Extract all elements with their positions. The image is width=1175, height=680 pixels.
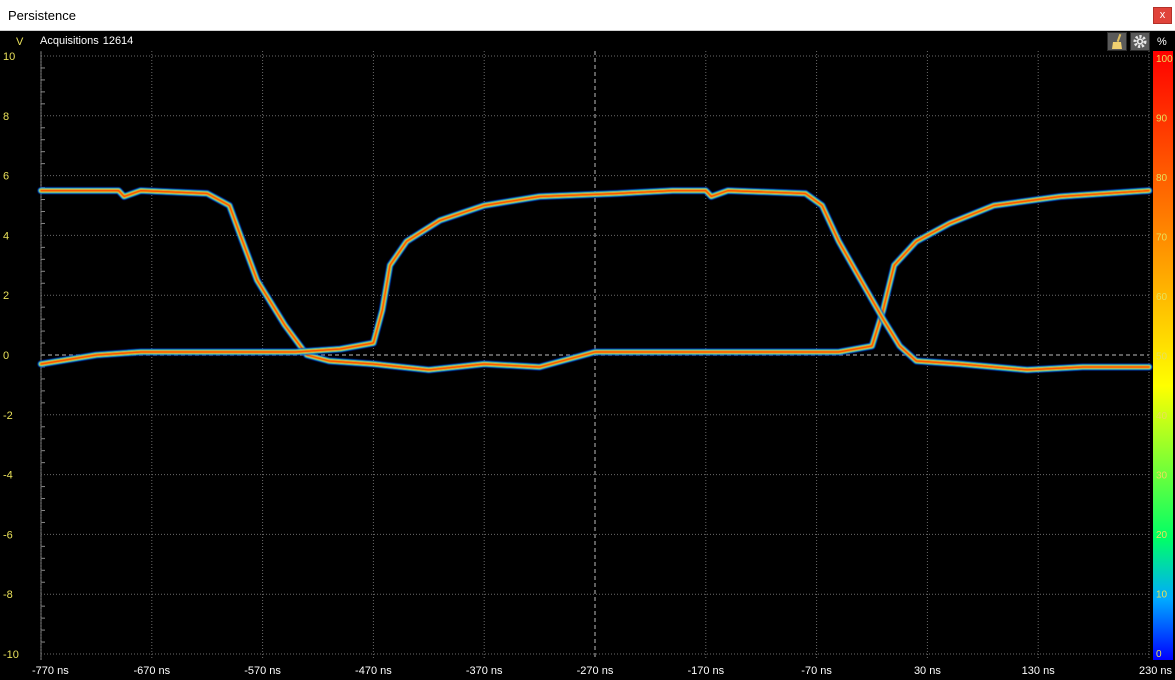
x-axis-ticks: -770 ns -670 ns -570 ns -470 ns -370 ns -270 … xyxy=(32,665,1172,677)
y-tick-label: 4 xyxy=(3,230,9,242)
acquisitions-readout: Acquisitions 12614 xyxy=(40,35,137,47)
x-tick-label: 230 ns xyxy=(1139,665,1173,677)
clear-persistence-button[interactable] xyxy=(1107,32,1127,51)
y-axis-ticks: 10 8 6 4 2 0 -2 -4 -6 -8 -10 xyxy=(3,51,19,661)
x-tick-label: -170 ns xyxy=(687,665,724,677)
colorbar-tick-label: 60 xyxy=(1156,292,1168,303)
x-tick-label: -470 ns xyxy=(355,665,392,677)
x-tick-label: 130 ns xyxy=(1022,665,1056,677)
colorbar-tick-label: 30 xyxy=(1156,471,1168,482)
acquisitions-label: Acquisitions xyxy=(40,35,99,47)
y-tick-label: -4 xyxy=(3,470,13,482)
x-tick-label: 30 ns xyxy=(914,665,941,677)
colorbar-tick-label: 100 xyxy=(1156,54,1173,65)
trace-layer xyxy=(37,187,1153,374)
y-tick-label: 8 xyxy=(3,111,9,123)
colorbar-unit-label: % xyxy=(1157,36,1167,48)
settings-button[interactable] xyxy=(1130,32,1150,51)
colorbar-tick-label: 50 xyxy=(1156,352,1168,363)
persistence-colorbar xyxy=(1153,51,1173,660)
window-title: Persistence xyxy=(8,8,76,23)
colorbar-tick-label: 0 xyxy=(1156,649,1162,660)
acquisitions-count: 12614 xyxy=(102,35,134,47)
y-tick-label: 10 xyxy=(3,51,15,63)
y-tick-label: -2 xyxy=(3,410,13,422)
y-tick-label: -6 xyxy=(3,529,13,541)
x-tick-label: -370 ns xyxy=(466,665,503,677)
colorbar-tick-label: 80 xyxy=(1156,173,1168,184)
broom-icon xyxy=(1112,33,1122,49)
y-tick-label: -8 xyxy=(3,589,13,601)
gear-icon xyxy=(1133,35,1147,48)
trace-stroke xyxy=(40,190,1150,371)
colorbar-tick-label: 90 xyxy=(1156,114,1168,125)
x-tick-label: -70 ns xyxy=(801,665,832,677)
y-tick-label: -10 xyxy=(3,649,19,661)
y-tick-label: 2 xyxy=(3,290,9,302)
x-tick-label: -270 ns xyxy=(577,665,614,677)
x-tick-label: -770 ns xyxy=(32,665,69,677)
trace-2 xyxy=(37,187,1153,374)
close-button[interactable]: x xyxy=(1153,7,1172,24)
colorbar-tick-label: 10 xyxy=(1156,590,1168,601)
y-tick-label: 6 xyxy=(3,171,9,183)
colorbar-tick-label: 20 xyxy=(1156,530,1168,541)
x-tick-label: -670 ns xyxy=(133,665,170,677)
colorbar-tick-label: 40 xyxy=(1156,411,1168,422)
y-tick-label: 0 xyxy=(3,350,9,362)
colorbar-tick-label: 70 xyxy=(1156,233,1168,244)
y-unit-label: V xyxy=(16,36,24,48)
x-tick-label: -570 ns xyxy=(244,665,281,677)
title-bar: Persistence x xyxy=(0,0,1175,31)
trace-1 xyxy=(37,187,1153,374)
trace-stroke xyxy=(40,190,1150,371)
